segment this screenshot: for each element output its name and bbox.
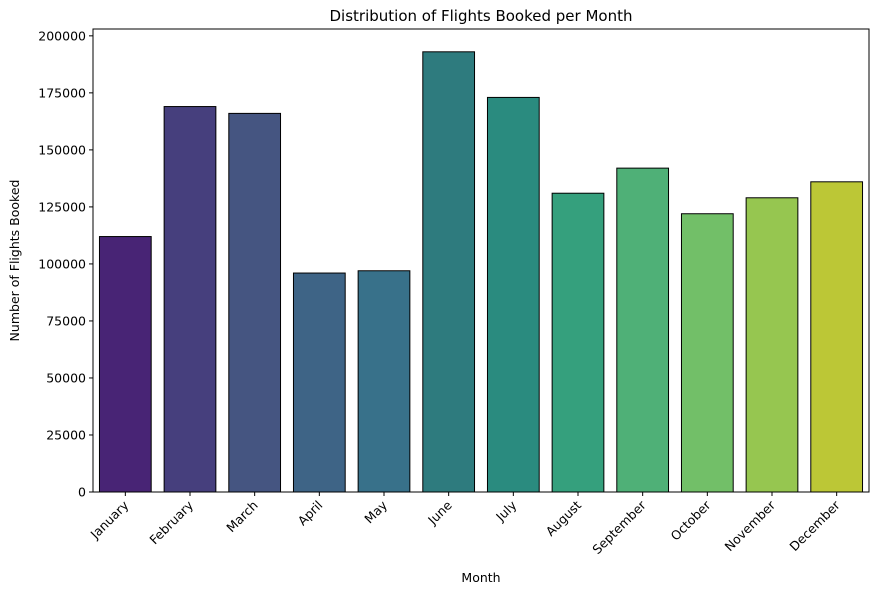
- y-tick-label: 150000: [38, 142, 86, 157]
- bar-march: [228, 112, 282, 493]
- x-tick-label-april: April: [295, 498, 326, 529]
- x-tick-label-august: August: [543, 497, 585, 539]
- y-tick-label: 175000: [38, 85, 86, 100]
- bar-august: [551, 192, 605, 493]
- bar-may: [357, 270, 411, 493]
- chart-title: Distribution of Flights Booked per Month: [330, 7, 633, 25]
- y-tick-label: 75000: [46, 313, 86, 328]
- x-tick-label-january: January: [87, 497, 132, 542]
- bar-september: [616, 167, 670, 493]
- bar-june: [422, 51, 476, 493]
- x-tick-label-february: February: [146, 497, 196, 547]
- bar-november: [745, 197, 799, 493]
- y-tick-label: 0: [78, 485, 86, 500]
- plot-frame: [92, 28, 870, 493]
- x-axis-title: Month: [461, 570, 500, 585]
- bar-february: [163, 106, 217, 493]
- x-tick-label-december: December: [786, 497, 843, 554]
- x-tick-label-march: March: [223, 498, 261, 536]
- x-axis-ticks: January February March April May June July Augu…: [87, 492, 843, 557]
- x-tick-label-may: May: [361, 497, 390, 526]
- bar-december: [810, 181, 864, 493]
- bar-april: [292, 272, 346, 493]
- y-axis-title: Number of Flights Booked: [7, 180, 22, 342]
- bar-july: [486, 96, 540, 493]
- y-tick-label: 200000: [38, 28, 86, 43]
- x-tick-label-october: October: [667, 497, 714, 544]
- bar-october: [680, 213, 734, 493]
- x-tick-label-july: July: [492, 497, 520, 525]
- x-tick-label-september: September: [589, 497, 649, 557]
- y-axis-ticks: 0 25000 50000 75000 100000 125000 150000 175000…: [38, 28, 93, 500]
- y-tick-label: 25000: [46, 427, 86, 442]
- x-tick-label-june: June: [424, 497, 455, 528]
- bars-group: [98, 51, 864, 493]
- x-tick-label-november: November: [722, 497, 779, 554]
- y-tick-label: 100000: [38, 256, 86, 271]
- y-tick-label: 125000: [38, 199, 86, 214]
- y-tick-label: 50000: [46, 370, 86, 385]
- bar-january: [98, 236, 152, 493]
